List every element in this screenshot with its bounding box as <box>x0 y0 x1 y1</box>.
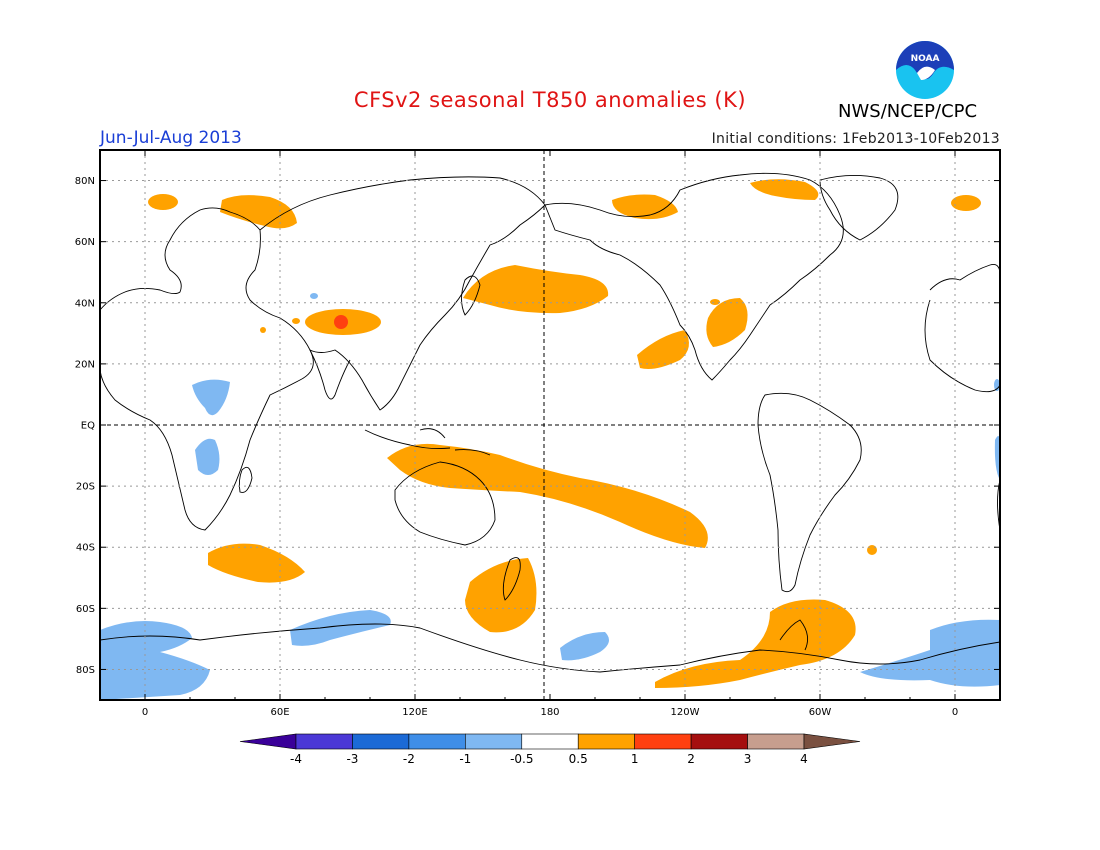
anomaly-cool <box>290 610 391 646</box>
coast-india <box>309 349 351 400</box>
anomaly-warm <box>208 543 305 583</box>
anomaly-cool <box>195 438 220 475</box>
colorbar-label: 4 <box>800 752 808 766</box>
coast-asia <box>259 176 546 411</box>
colorbar-swatch <box>521 733 579 750</box>
colorbar-arrow-high <box>803 733 861 750</box>
coast-west-europe <box>924 264 1000 393</box>
lat-tick-label: 80N <box>75 176 95 187</box>
anomaly-warm <box>637 330 689 369</box>
anomaly-strong-warm <box>334 315 348 329</box>
lon-tick-label: 120W <box>671 707 700 718</box>
colorbar-label: 2 <box>687 752 695 766</box>
lon-tick-label: 60E <box>270 707 289 718</box>
anomaly-warm <box>465 558 537 633</box>
lat-tick-label: 20N <box>75 359 95 370</box>
anomaly-warm <box>867 545 877 555</box>
lat-tick-label: 40N <box>75 298 95 309</box>
initial-conditions-label: Initial conditions: 1Feb2013-10Feb2013 <box>711 131 1000 147</box>
lon-tick-label: 120E <box>402 707 427 718</box>
lon-tick-label: 180 <box>540 707 559 718</box>
lat-tick-label: EQ <box>81 421 95 432</box>
anomaly-cool <box>192 379 230 416</box>
anomaly-warm <box>655 599 856 688</box>
anomaly-cool <box>994 379 1000 391</box>
coast-greenland <box>819 175 899 241</box>
coast-australia <box>394 461 496 546</box>
graticule <box>100 150 1000 700</box>
coastlines <box>100 172 1000 673</box>
colorbar: -4 -3 -2 -1 -0.5 0.5 1 2 3 4 <box>239 733 861 766</box>
colorbar-swatch <box>295 733 353 750</box>
anomaly-warm <box>706 298 748 347</box>
season-label: Jun-Jul-Aug 2013 <box>100 128 242 148</box>
lon-tick-label: 0 <box>142 707 148 718</box>
anomaly-warm <box>463 265 609 314</box>
warm-anomaly-regions <box>148 179 981 688</box>
coast-madagascar <box>238 466 253 493</box>
noaa-logo-icon: NOAA <box>896 41 954 99</box>
anomaly-warm <box>148 194 178 210</box>
anomaly-warm <box>951 195 981 211</box>
lat-tick-label: 20S <box>76 482 95 493</box>
colorbar-swatch <box>465 733 523 750</box>
latitude-axis: 80N 60N 40N 20N EQ 20S 40S 60S 80S <box>75 176 1000 676</box>
anomaly-warm <box>710 299 720 305</box>
longitude-axis: 0 60E 120E 180 120W 60W 0 <box>99 150 1001 718</box>
colorbar-label: 1 <box>631 752 639 766</box>
coast-africa-europe <box>100 207 314 531</box>
anomaly-warm <box>292 318 300 324</box>
coast-new-zealand <box>502 557 521 601</box>
coast-north-america <box>544 172 844 381</box>
noaa-logo-text: NOAA <box>911 54 940 64</box>
lat-tick-label: 60S <box>76 604 95 615</box>
coast-antarctica <box>100 623 1000 673</box>
colorbar-label: -4 <box>290 752 302 766</box>
lon-tick-label: 0 <box>952 707 958 718</box>
coast-indonesia <box>364 428 491 456</box>
colorbar-label: -3 <box>346 752 358 766</box>
anomaly-cool <box>860 619 1000 687</box>
map-field <box>100 172 1000 700</box>
anomaly-cool <box>560 632 609 661</box>
colorbar-swatch <box>408 733 466 750</box>
anomaly-cool <box>310 293 318 299</box>
colorbar-swatch <box>747 733 805 750</box>
colorbar-swatch <box>634 733 692 750</box>
agency-label: NWS/NCEP/CPC <box>838 101 978 122</box>
colorbar-swatch <box>577 733 635 750</box>
anomaly-warm <box>220 195 297 229</box>
colorbar-label: 0.5 <box>569 752 588 766</box>
coast-south-america <box>757 392 862 593</box>
colorbar-swatch <box>352 733 410 750</box>
colorbar-label: -2 <box>403 752 415 766</box>
anomaly-warm <box>612 194 678 220</box>
colorbar-swatch <box>690 733 748 750</box>
anomaly-cool <box>100 621 210 700</box>
lat-tick-label: 60N <box>75 237 95 248</box>
colorbar-label: -1 <box>459 752 471 766</box>
anomaly-warm <box>260 327 266 333</box>
anomaly-cool <box>994 436 1000 480</box>
coast-antarctic-peninsula <box>779 619 809 651</box>
anomaly-warm <box>750 179 819 200</box>
lat-tick-label: 40S <box>76 543 95 554</box>
colorbar-label: 3 <box>744 752 752 766</box>
colorbar-label: -0.5 <box>510 752 533 766</box>
colorbar-arrow-low <box>239 733 297 750</box>
lon-tick-label: 60W <box>809 707 832 718</box>
map-title: CFSv2 seasonal T850 anomalies (K) <box>353 88 747 112</box>
lat-tick-label: 80S <box>76 665 95 676</box>
anomaly-warm <box>387 443 708 548</box>
